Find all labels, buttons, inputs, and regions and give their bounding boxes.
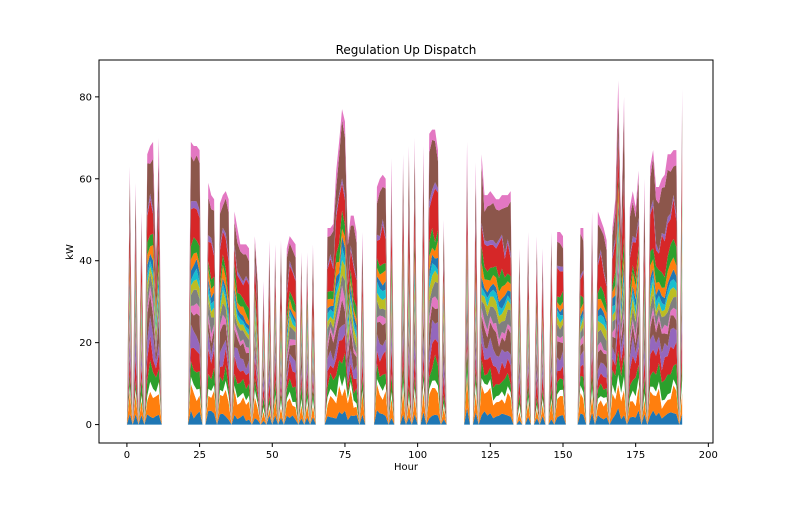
- x-tick-label: 0: [124, 450, 130, 461]
- area-series-12: [126, 202, 683, 425]
- area-series-1: [126, 407, 683, 425]
- x-axis-label: Hour: [394, 462, 419, 473]
- area-series-10: [126, 226, 683, 425]
- area-series-11: [126, 214, 683, 425]
- stacked-areas: [126, 80, 683, 425]
- area-series-4: [126, 349, 683, 425]
- x-tick-label: 125: [481, 450, 500, 461]
- area-series-2: [126, 376, 683, 425]
- area-series-3: [126, 371, 683, 425]
- y-tick-label: 80: [79, 92, 92, 103]
- y-axis-label: kW: [65, 244, 76, 260]
- area-series-6: [126, 297, 683, 425]
- area-series-9: [126, 236, 683, 425]
- x-tick-label: 200: [699, 450, 718, 461]
- x-tick-label: 175: [626, 450, 645, 461]
- y-tick-label: 0: [86, 420, 92, 431]
- area-series-13: [126, 186, 683, 425]
- x-tick-label: 75: [339, 450, 352, 461]
- area-series-7: [126, 268, 683, 425]
- y-tick-label: 60: [79, 174, 92, 185]
- x-tick-label: 150: [553, 450, 572, 461]
- chart-title: Regulation Up Dispatch: [336, 43, 477, 57]
- y-tick-label: 40: [79, 256, 92, 267]
- x-axis-ticks: 0 25 50 75 100 125 150 175 200: [124, 443, 718, 461]
- area-series-5: [126, 321, 683, 425]
- plot-frame: [98, 59, 714, 444]
- y-axis-ticks: 0 20 40 60 80: [79, 92, 99, 431]
- x-tick-label: 25: [193, 450, 206, 461]
- x-tick-label: 50: [266, 450, 279, 461]
- area-series-14: [126, 177, 683, 425]
- y-tick-label: 20: [79, 338, 92, 349]
- x-tick-label: 100: [408, 450, 427, 461]
- area-series-15: [126, 142, 683, 425]
- area-series-17: [126, 102, 683, 425]
